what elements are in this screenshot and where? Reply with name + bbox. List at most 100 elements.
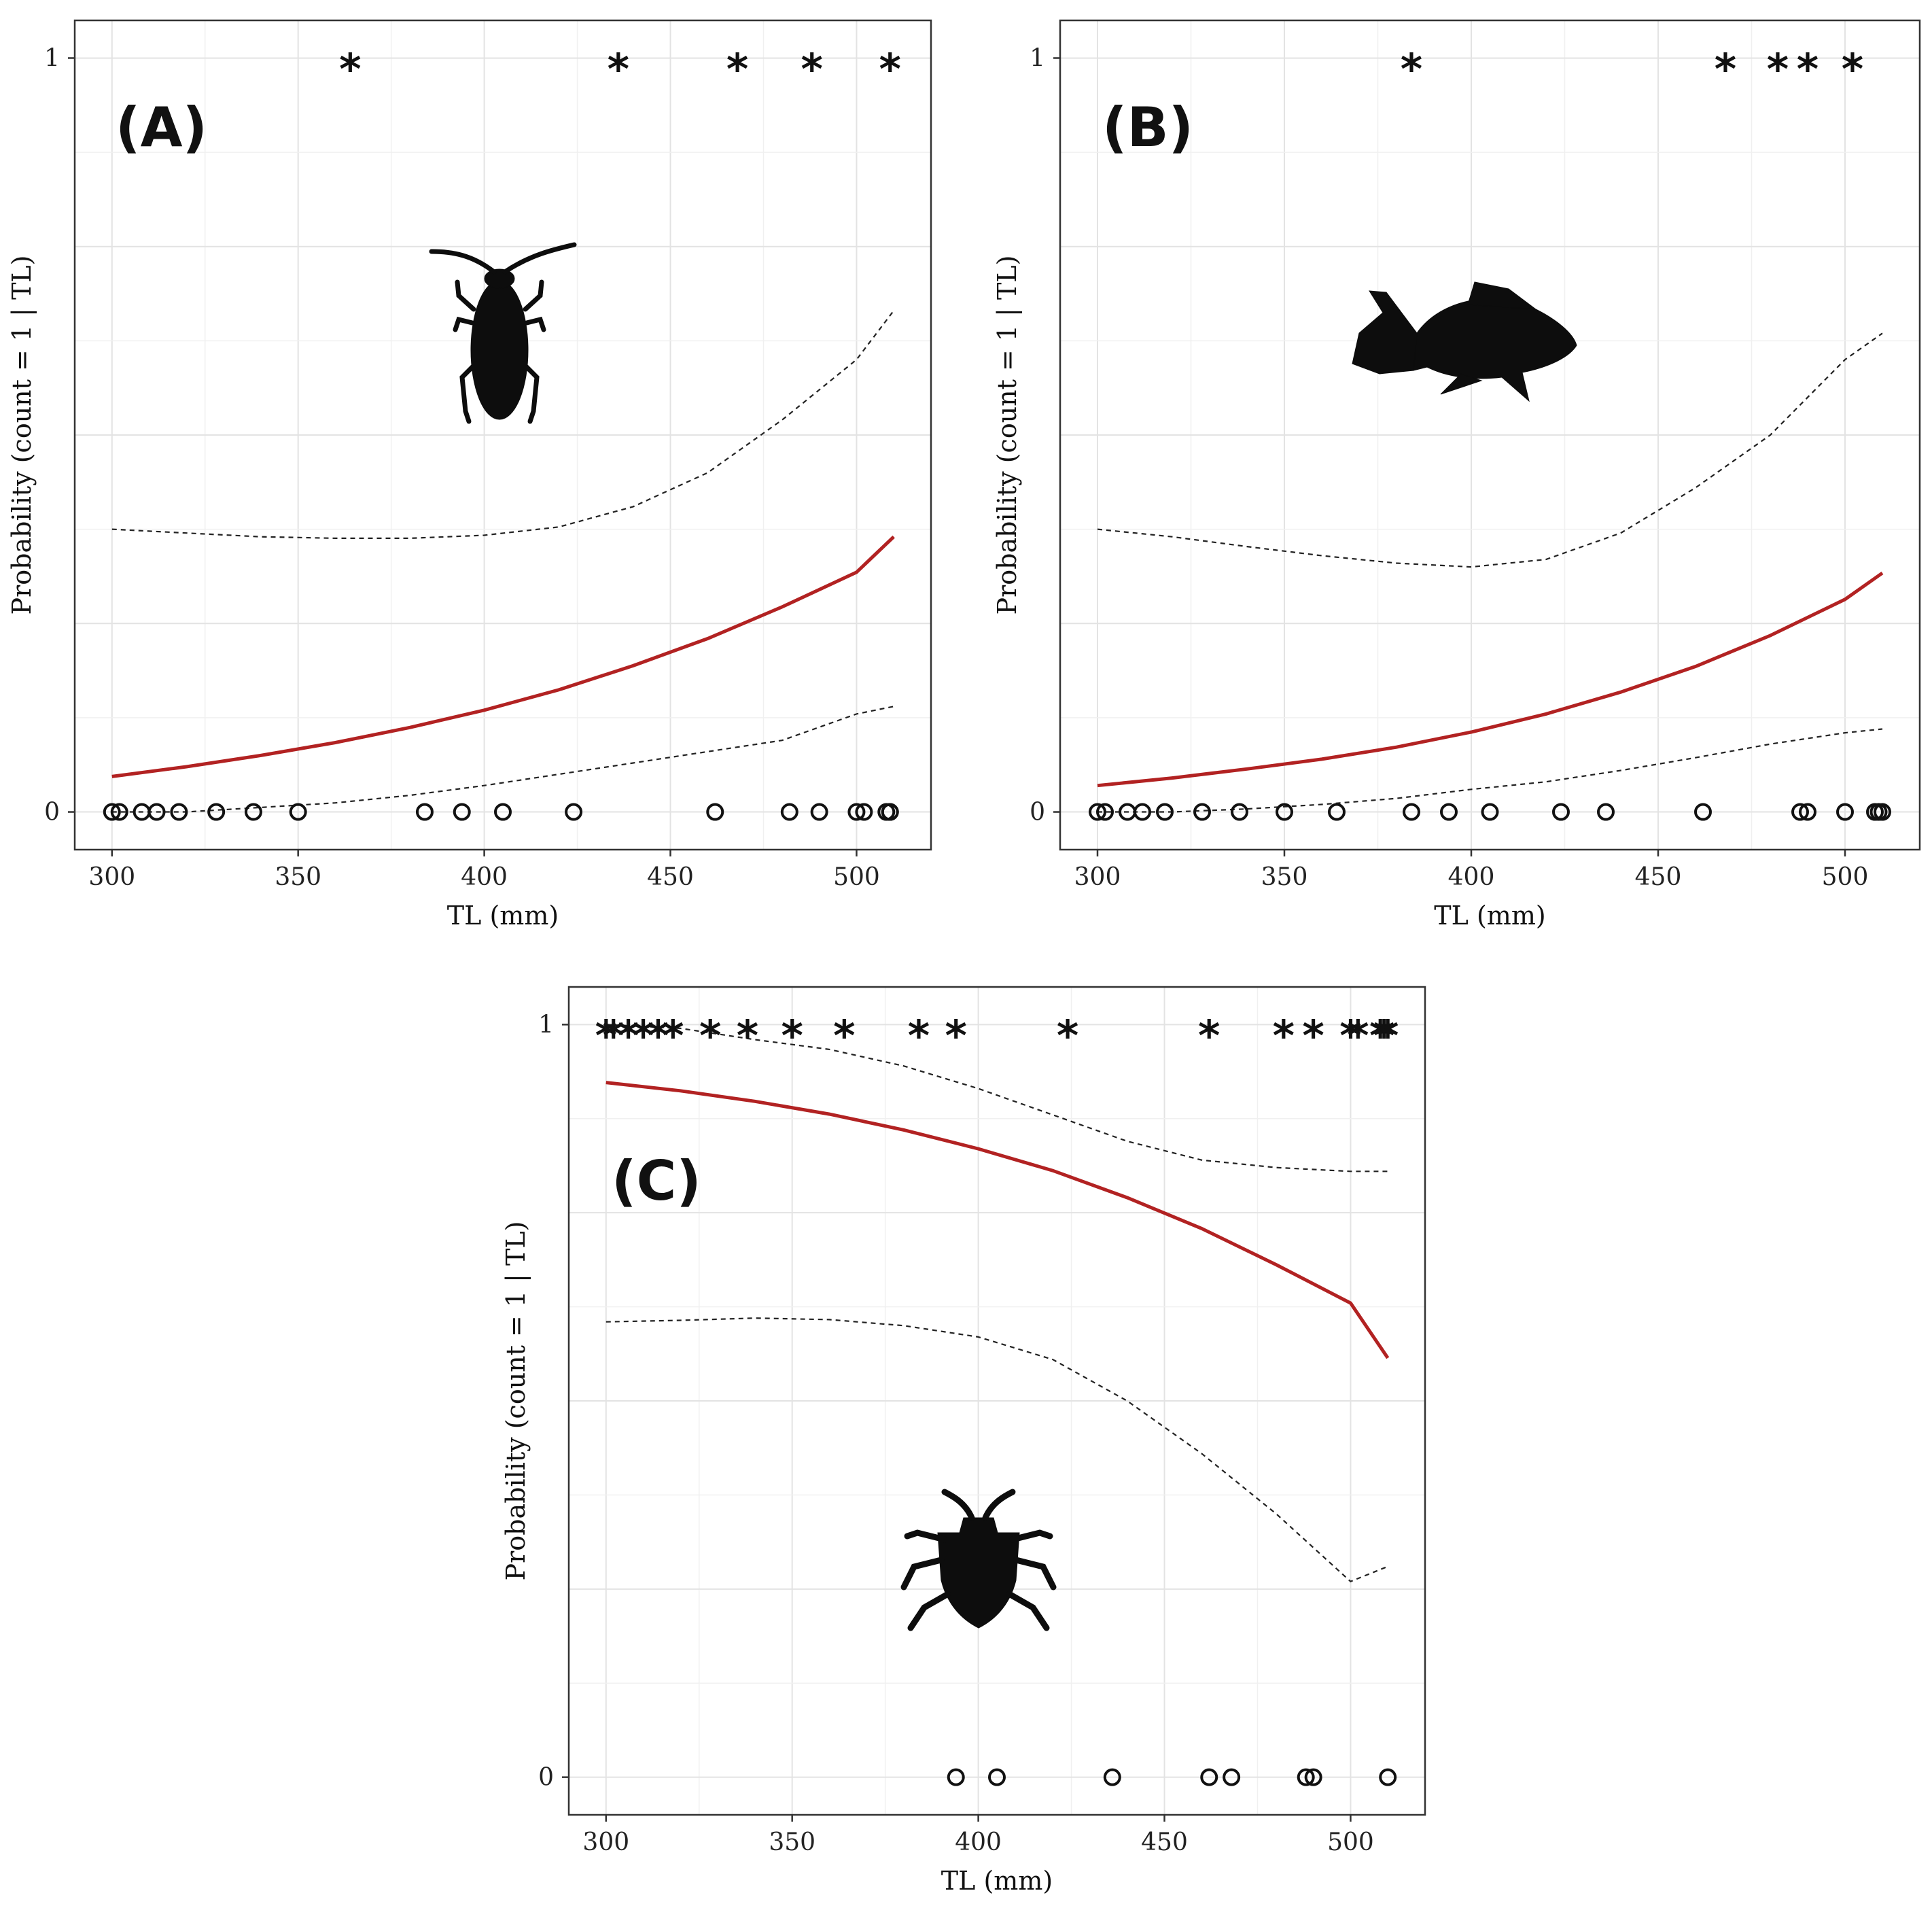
point-count-1: *: [662, 1011, 684, 1060]
y-tick-label: 1: [1030, 44, 1045, 72]
plot-frame: [73, 19, 932, 851]
plot-frame: [1059, 19, 1921, 851]
panel-label: (B): [1102, 96, 1193, 159]
point-count-0: [706, 803, 724, 821]
point-count-1: *: [1797, 44, 1819, 94]
x-tick-label: 350: [769, 1828, 815, 1856]
point-count-1: *: [1842, 44, 1863, 94]
point-count-1: *: [1302, 1011, 1324, 1060]
point-count-0: [947, 1768, 965, 1786]
y-tick-label: 0: [538, 1764, 554, 1792]
point-count-1: *: [1198, 1011, 1220, 1060]
point-count-0: [1440, 803, 1458, 821]
point-count-1: *: [737, 1011, 758, 1060]
point-count-0: [780, 803, 798, 821]
point-count-1: *: [647, 1011, 669, 1060]
y-axis-label: Probability (count = 1 | TL): [7, 256, 37, 615]
point-count-0: [847, 803, 866, 821]
point-count-0: [1193, 803, 1211, 821]
grid: [1060, 20, 1920, 850]
point-count-0: [1597, 803, 1615, 821]
point-count-0: [244, 803, 262, 821]
point-count-0: [1096, 803, 1114, 821]
fitted-probability-line: [111, 535, 895, 778]
x-tick-label: 300: [1074, 863, 1121, 891]
point-count-1: *: [1057, 1011, 1078, 1060]
point-count-1: *: [1715, 44, 1736, 94]
fitted-probability-line: [1097, 571, 1884, 788]
panel-label: (A): [116, 96, 207, 159]
point-count-0: [1836, 803, 1854, 821]
point-count-0: [1328, 803, 1346, 821]
panel-c: 300 350 400 450 500 0 1 TL (mm) Probability (cou…: [501, 986, 1426, 1896]
ci-upper-line: [1097, 332, 1883, 568]
point-count-0: [1297, 1768, 1315, 1786]
point-count-0: [103, 803, 121, 821]
x-tick-label: 400: [1448, 863, 1495, 891]
y-tick-label: 1: [538, 1011, 554, 1039]
point-count-0: [988, 1768, 1006, 1786]
panel-b: 300 350 400 450 500 0 1 TL (mm) Probability (cou…: [992, 19, 1921, 931]
point-count-0: [810, 803, 828, 821]
point-count-1: *: [1369, 1011, 1391, 1060]
x-tick-label: 450: [1635, 863, 1682, 891]
point-count-1: *: [726, 44, 748, 94]
point-count-0: [855, 803, 873, 821]
point-count-1: *: [699, 1011, 721, 1060]
point-count-0: [1276, 803, 1293, 821]
ci-upper-line: [605, 1024, 1388, 1173]
x-tick-label: 500: [1822, 863, 1869, 891]
point-count-0: [1694, 803, 1712, 821]
y-tick-label: 1: [44, 44, 60, 72]
x-tick-label: 300: [582, 1828, 629, 1856]
point-count-0: [1156, 803, 1174, 821]
point-count-1: *: [632, 1011, 654, 1060]
point-count-0: [1200, 1768, 1218, 1786]
point-count-1: *: [603, 1011, 625, 1060]
x-tick-label: 400: [955, 1828, 1002, 1856]
point-count-1: *: [781, 1011, 803, 1060]
point-count-0: [1799, 803, 1816, 821]
point-count-1: *: [833, 1011, 855, 1060]
point-count-1: *: [1401, 44, 1422, 94]
cockroach-icon: [429, 242, 577, 424]
point-count-1: *: [1273, 1011, 1295, 1060]
y-axis-label: Probability (count = 1 | TL): [501, 1221, 531, 1581]
point-count-0: [494, 803, 512, 821]
y-axis-label: Probability (count = 1 | TL): [992, 256, 1022, 615]
y-tick-label: 0: [1030, 799, 1045, 827]
point-count-1: *: [1767, 44, 1789, 94]
x-tick-label: 450: [647, 863, 694, 891]
point-count-0: [1791, 803, 1809, 821]
panel-a: 300 350 400 450 500 0 1 TL (mm) Probability (cou…: [7, 19, 932, 931]
point-count-1: *: [908, 1011, 930, 1060]
x-axis-label: TL (mm): [447, 901, 559, 931]
fitted-probability-line: [605, 1081, 1390, 1359]
grid: [75, 20, 931, 850]
point-count-1: *: [1347, 1011, 1369, 1060]
point-count-1: *: [1373, 1011, 1395, 1060]
grid: [569, 987, 1425, 1815]
panel-label: (C): [612, 1149, 701, 1213]
y-tick-label: 0: [44, 799, 60, 827]
x-tick-label: 350: [275, 863, 321, 891]
point-count-0: [1223, 1768, 1241, 1786]
x-axis-label: TL (mm): [1434, 901, 1545, 931]
point-count-0: [1874, 803, 1891, 821]
point-count-1: *: [945, 1011, 967, 1060]
ci-upper-line: [111, 310, 895, 539]
point-count-1: *: [617, 1011, 639, 1060]
point-count-1: *: [879, 44, 901, 94]
ci-lower-line: [1097, 728, 1883, 813]
x-tick-label: 350: [1261, 863, 1308, 891]
ci-lower-line: [605, 1317, 1388, 1582]
point-count-0: [1089, 803, 1106, 821]
point-count-0: [207, 803, 226, 821]
x-axis-label: TL (mm): [941, 1866, 1053, 1896]
point-count-1: *: [801, 44, 822, 94]
point-count-1: *: [1377, 1011, 1399, 1060]
x-tick-label: 450: [1141, 1828, 1188, 1856]
point-count-0: [1403, 803, 1420, 821]
point-count-0: [881, 803, 899, 821]
